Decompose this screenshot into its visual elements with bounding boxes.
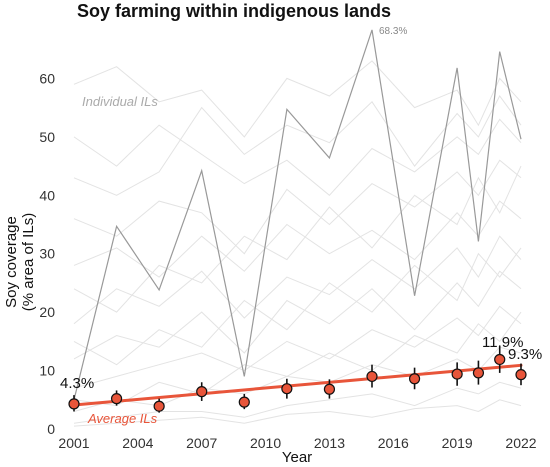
y-axis-title-line1: Soy coverage	[3, 216, 20, 308]
individual-il-line	[73, 235, 522, 325]
average-ils-label: Average ILs	[87, 411, 158, 426]
individual-il-line	[73, 60, 522, 138]
average-trend-line	[72, 363, 523, 407]
y-tick-label: 10	[39, 363, 55, 379]
y-tick-label: 60	[39, 70, 55, 86]
individual-ils-label: Individual ILs	[82, 94, 158, 109]
individual-il-line	[73, 305, 522, 389]
average-ils-series	[68, 346, 527, 413]
x-tick-label: 2022	[505, 435, 536, 451]
x-axis-title: Year	[282, 449, 312, 466]
peak-value-label: 11.9%	[482, 334, 523, 351]
chart-title: Soy farming within indigenous lands	[77, 1, 391, 21]
start-value-label: 4.3%	[60, 375, 94, 392]
average-point	[408, 373, 421, 385]
average-point	[153, 400, 165, 412]
average-point	[281, 383, 293, 395]
average-point	[68, 398, 80, 410]
y-tick-label: 0	[47, 421, 55, 437]
axes: 2001 2004 2007 2010 2013 2016 2019 2022 0 10 20 30 4…	[39, 70, 536, 451]
individual-il-line	[73, 247, 522, 366]
y-tick-label: 50	[39, 129, 55, 145]
individual-il-line	[73, 165, 522, 313]
average-point	[238, 396, 250, 408]
average-point	[110, 393, 123, 405]
individual-il-line	[73, 95, 522, 196]
average-point	[366, 370, 378, 383]
x-tick-label: 2001	[58, 435, 89, 451]
y-axis-title-line2: (% area of ILs)	[20, 213, 37, 311]
highlight-il-series-line	[73, 29, 522, 400]
average-point	[196, 386, 208, 398]
highlight-il-line	[73, 29, 522, 400]
individual-il-line	[73, 270, 522, 360]
x-tick-label: 2013	[314, 435, 345, 451]
max-value-label: 68.3%	[379, 26, 407, 37]
x-tick-label: 2007	[186, 435, 217, 451]
end-value-label: 9.3%	[508, 346, 542, 363]
individual-il-line	[73, 311, 522, 407]
average-point	[451, 368, 463, 380]
individual-il-line	[73, 159, 522, 255]
individual-il-line	[73, 399, 522, 427]
average-point	[472, 367, 485, 379]
average-point	[494, 353, 506, 366]
average-point	[323, 383, 336, 395]
average-point	[515, 369, 527, 381]
x-tick-label: 2004	[122, 435, 153, 451]
y-tick-label: 20	[39, 304, 55, 320]
x-tick-label: 2010	[250, 435, 281, 451]
individual-ils-lines	[73, 60, 522, 427]
x-tick-label: 2016	[378, 435, 409, 451]
y-tick-label: 30	[39, 246, 55, 262]
individual-il-line	[73, 118, 522, 196]
y-tick-label: 40	[39, 187, 55, 203]
individual-il-line	[73, 200, 522, 278]
individual-il-line	[73, 346, 522, 412]
x-tick-label: 2019	[442, 435, 473, 451]
